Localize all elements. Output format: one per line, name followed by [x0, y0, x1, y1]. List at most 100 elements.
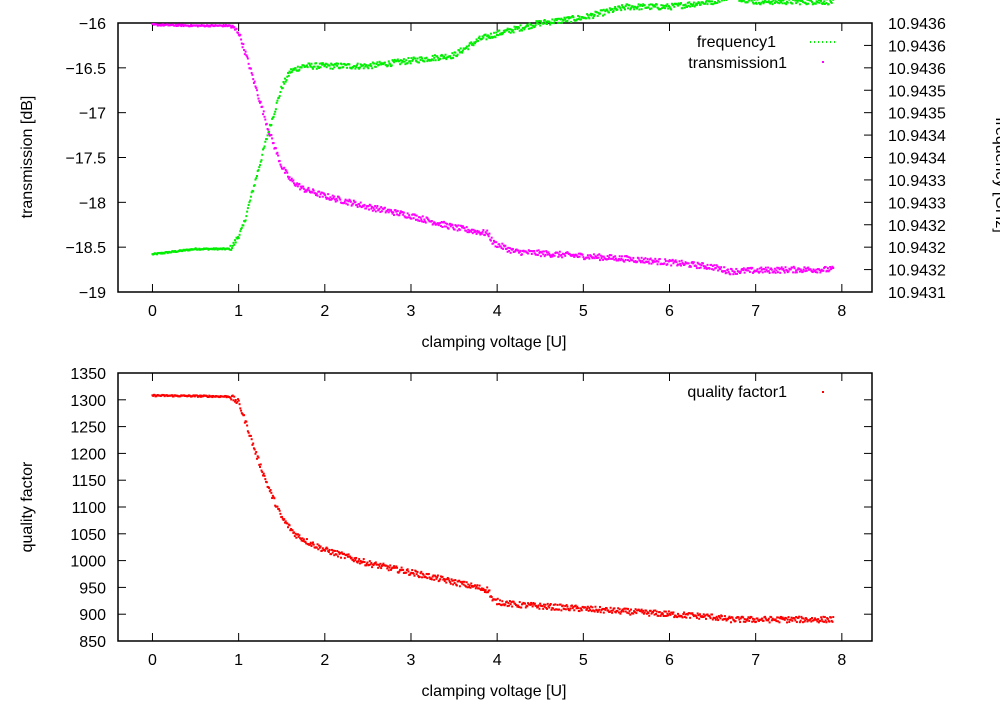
y-tick-label: −19 [79, 285, 106, 302]
y2-tick-label: 10.9436 [888, 16, 946, 33]
data-point [240, 38, 242, 40]
data-point [794, 267, 796, 269]
data-point [324, 550, 326, 552]
data-point [235, 241, 237, 243]
data-point [251, 438, 253, 440]
data-point [616, 9, 618, 11]
legend-label-frequency1: frequency1 [697, 34, 776, 51]
data-point [273, 116, 275, 118]
data-point [514, 28, 516, 30]
data-point [229, 245, 231, 247]
x-tick-label: 5 [579, 652, 588, 669]
data-point [245, 219, 247, 221]
data-point [610, 607, 612, 609]
data-point [577, 607, 579, 609]
data-point [339, 199, 341, 201]
data-point [760, 267, 762, 269]
y2-tick-label: 10.9432 [888, 240, 946, 257]
data-point [379, 565, 381, 567]
data-point [624, 8, 626, 10]
data-point [307, 187, 309, 189]
data-point [732, 273, 734, 275]
data-point [769, 621, 771, 623]
y2-tick-label: 10.9435 [888, 83, 946, 100]
data-point [342, 66, 344, 68]
data-point [591, 606, 593, 608]
data-point [531, 253, 533, 255]
data-point [384, 207, 386, 209]
data-point [531, 27, 533, 29]
data-point [832, 267, 834, 269]
data-point [312, 541, 314, 543]
data-point [665, 260, 667, 262]
data-point [276, 102, 278, 104]
data-point [485, 589, 487, 591]
data-point [375, 66, 377, 68]
data-point [696, 617, 698, 619]
data-point [252, 190, 254, 192]
data-point [757, 617, 759, 619]
data-point [282, 87, 284, 89]
data-point [420, 218, 422, 220]
data-point [329, 549, 331, 551]
data-point [721, 0, 723, 2]
data-point [254, 184, 256, 186]
data-point [825, 621, 827, 623]
data-point [582, 256, 584, 258]
data-point [620, 9, 622, 11]
data-point [832, 0, 834, 1]
data-point [735, 268, 737, 270]
data-point [255, 451, 257, 453]
data-point [355, 66, 357, 68]
data-point [767, 267, 769, 269]
data-point [831, 621, 833, 623]
data-point [657, 615, 659, 617]
data-point [538, 608, 540, 610]
data-point [326, 66, 328, 68]
data-point [367, 67, 369, 69]
data-point [665, 611, 667, 613]
data-point [731, 268, 733, 270]
data-point [254, 453, 256, 455]
data-point [287, 526, 289, 528]
data-point [240, 410, 242, 412]
x-tick-label: 4 [493, 303, 502, 320]
data-point [335, 198, 337, 200]
data-point [798, 616, 800, 618]
data-point [668, 610, 670, 612]
data-point [482, 229, 484, 231]
y-tick-label: 1000 [70, 554, 106, 571]
data-point [251, 74, 253, 76]
data-point [431, 578, 433, 580]
data-point [696, 267, 698, 269]
data-point [454, 229, 456, 231]
data-point [236, 28, 238, 30]
data-point [648, 615, 650, 617]
data-point [459, 585, 461, 587]
data-point [239, 230, 241, 232]
data-point [538, 604, 540, 606]
data-point [629, 4, 631, 6]
data-point [711, 0, 713, 2]
data-point [405, 59, 407, 61]
data-point [311, 191, 313, 193]
data-point [245, 421, 247, 423]
data-point [648, 262, 650, 264]
data-point [488, 589, 490, 591]
data-point [565, 608, 567, 610]
legend-marker-transmission1 [822, 61, 824, 63]
data-point [275, 147, 277, 149]
data-point [716, 617, 718, 619]
data-point [264, 141, 266, 143]
y2-tick-label: 10.9432 [888, 218, 946, 235]
data-point [500, 245, 502, 247]
data-point [357, 560, 359, 562]
data-point [413, 217, 415, 219]
y-tick-label: 850 [79, 634, 106, 651]
data-point [562, 605, 564, 607]
data-point [451, 224, 453, 226]
data-point [554, 255, 556, 257]
data-point [246, 211, 248, 213]
data-point [599, 606, 601, 608]
data-point [441, 226, 443, 228]
